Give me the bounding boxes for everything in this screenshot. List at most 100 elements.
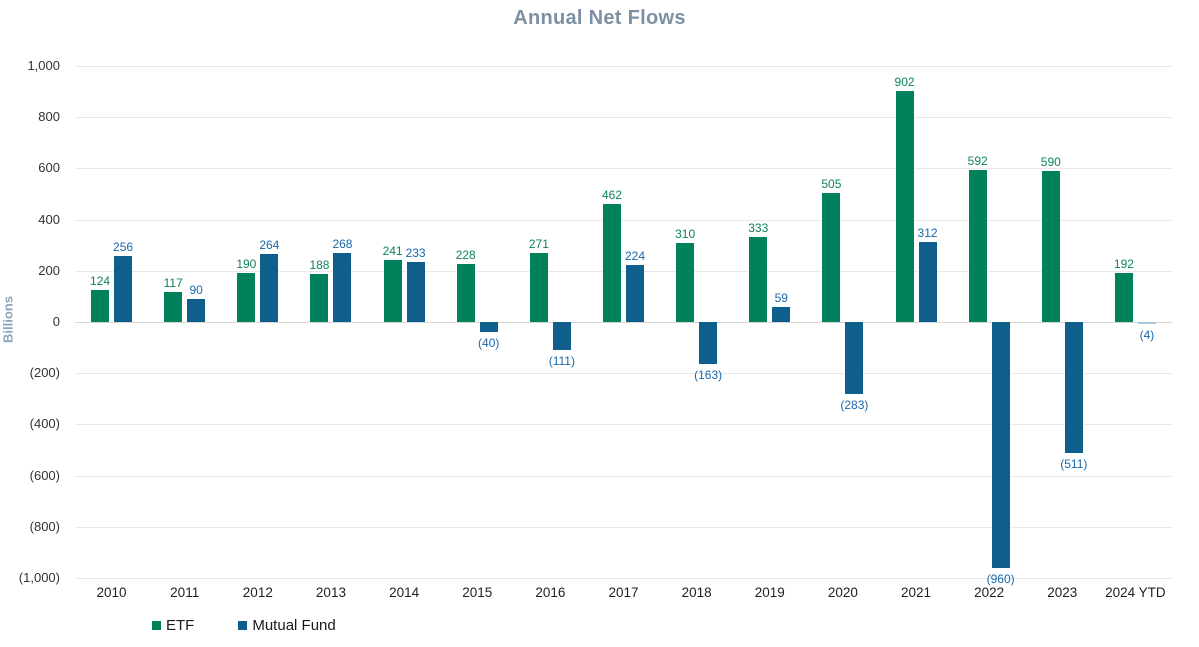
bar-value-label: 188 <box>309 257 330 272</box>
bar-value-label: 310 <box>675 226 696 241</box>
bar-value-label: 268 <box>332 237 353 252</box>
etf-legend-swatch-icon <box>152 621 161 630</box>
etf-legend-label: ETF <box>166 617 195 634</box>
bar-etf-2016 <box>529 252 548 322</box>
bar-value-label: (511) <box>1060 456 1088 471</box>
x-tick-label: 2020 <box>827 585 858 600</box>
bar-value-label: 233 <box>405 246 426 261</box>
x-tick-label: 2015 <box>462 585 493 600</box>
bar-etf-2013 <box>310 273 329 322</box>
gridline <box>75 578 1172 579</box>
bar-etf-2020 <box>822 192 841 322</box>
bar-etf-2022 <box>968 170 987 322</box>
bar-value-label: 333 <box>748 220 769 235</box>
bar-etf-2021 <box>895 91 914 322</box>
gridline <box>75 219 1172 221</box>
y-tick-label: (200) <box>29 365 60 381</box>
chart-title: Annual Net Flows <box>513 7 686 29</box>
gridline <box>75 168 1172 170</box>
bar-value-label: 59 <box>774 290 788 305</box>
bar-value-label: 312 <box>917 226 938 241</box>
bar-value-label: 124 <box>90 274 111 289</box>
y-tick-label: 600 <box>38 160 60 176</box>
y-tick-label: 1,000 <box>27 58 60 73</box>
bar-mutual-fund-2022 <box>991 322 1010 568</box>
bar-value-label: 117 <box>163 276 183 291</box>
legend: ETF Mutual Fund <box>152 617 336 634</box>
bar-value-label: 192 <box>1113 256 1134 271</box>
x-tick-label: 2018 <box>681 585 712 600</box>
bar-value-label: (960) <box>986 571 1015 586</box>
bar-mutual-fund-2012 <box>260 254 279 322</box>
x-tick-label: 2021 <box>901 585 932 600</box>
x-tick-label: 2013 <box>315 585 346 600</box>
y-tick-label: 400 <box>38 211 60 227</box>
bar-etf-2024-ytd <box>1114 272 1133 322</box>
bar-etf-2010 <box>91 290 110 322</box>
bar-mutual-fund-2010 <box>114 256 133 322</box>
bar-value-label: (283) <box>840 398 869 413</box>
bar-mutual-fund-2019 <box>772 306 791 322</box>
legend-item-etf: ETF <box>152 617 194 634</box>
bar-etf-2019 <box>749 236 768 322</box>
bar-etf-2023 <box>1041 170 1060 322</box>
bar-value-label: 592 <box>967 154 988 169</box>
gridline <box>75 373 1172 375</box>
legend-item-mutual-fund: Mutual Fund <box>238 617 336 634</box>
bar-value-label: 902 <box>894 75 915 90</box>
bar-mutual-fund-2017 <box>626 264 644 322</box>
x-tick-label: 2011 <box>170 585 200 600</box>
bar-value-label: (40) <box>478 336 500 351</box>
y-tick-label: 800 <box>38 109 60 125</box>
x-tick-label: 2016 <box>535 585 566 600</box>
bar-value-label: 228 <box>455 247 476 262</box>
bar-mutual-fund-2023 <box>1064 322 1083 453</box>
y-tick-label: (600) <box>29 467 60 483</box>
plot-area <box>75 66 1172 579</box>
bar-value-label: (4) <box>1139 327 1155 342</box>
bar-value-label: (163) <box>694 367 723 382</box>
x-tick-label: 2010 <box>96 585 127 600</box>
bar-mutual-fund-2024-ytd <box>1137 322 1156 324</box>
x-tick-label: 2022 <box>974 585 1005 600</box>
bar-mutual-fund-2020 <box>845 322 864 395</box>
gridline <box>75 526 1172 528</box>
bar-mutual-fund-2014 <box>406 262 425 322</box>
x-tick-label: 2017 <box>608 585 639 600</box>
x-tick-label: 2012 <box>242 585 273 600</box>
bar-mutual-fund-2011 <box>187 298 206 322</box>
y-tick-label: 200 <box>38 262 60 278</box>
gridline <box>75 475 1172 477</box>
bar-etf-2015 <box>456 263 475 322</box>
bar-value-label: 256 <box>113 240 134 255</box>
mutual-fund-legend-label: Mutual Fund <box>252 617 336 634</box>
bar-mutual-fund-2018 <box>699 322 718 364</box>
x-tick-label: 2014 <box>389 585 420 600</box>
bar-etf-2011 <box>164 292 183 322</box>
bar-value-label: 505 <box>821 176 842 191</box>
bar-mutual-fund-2015 <box>479 322 498 333</box>
bar-value-label: 90 <box>189 282 203 297</box>
x-tick-label: 2023 <box>1047 585 1078 600</box>
bar-value-label: 224 <box>624 248 646 263</box>
bar-etf-2018 <box>676 242 695 322</box>
bar-value-label: (111) <box>548 354 575 369</box>
bar-mutual-fund-2013 <box>333 253 352 322</box>
mutual-fund-legend-swatch-icon <box>238 621 248 630</box>
bar-value-label: 590 <box>1040 154 1061 169</box>
bar-mutual-fund-2016 <box>552 322 571 351</box>
gridline <box>75 270 1172 272</box>
gridline <box>75 66 1172 67</box>
bar-value-label: 264 <box>259 238 280 253</box>
bar-value-label: 190 <box>236 257 257 272</box>
y-tick-label: (1,000) <box>18 570 60 585</box>
gridline <box>75 117 1172 119</box>
bar-mutual-fund-2021 <box>918 242 937 322</box>
y-tick-label: (800) <box>29 518 60 534</box>
bar-etf-2012 <box>237 273 256 322</box>
x-tick-label: 2019 <box>754 585 785 600</box>
gridline <box>75 424 1172 426</box>
bar-value-label: 462 <box>601 187 623 202</box>
bar-value-label: 271 <box>528 236 549 251</box>
